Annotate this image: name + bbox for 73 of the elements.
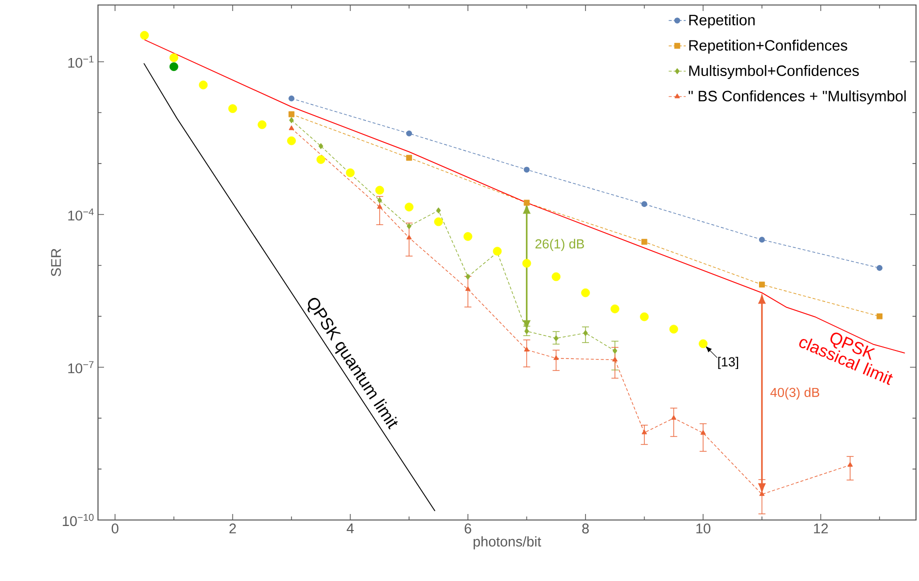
point — [377, 204, 382, 209]
legend-label: " BS Confidences + "Multisymbol — [688, 90, 906, 104]
point — [140, 30, 149, 40]
point — [288, 96, 294, 102]
point — [641, 201, 648, 208]
point — [554, 355, 559, 360]
y-tick-label: 10$^{−1}$ — [68, 56, 94, 68]
x-tick-label: 4 — [346, 524, 354, 534]
point — [346, 168, 355, 178]
point — [522, 258, 532, 268]
point — [318, 143, 324, 150]
x-axis-title: photons/bit — [474, 536, 542, 550]
x-tick-label: 8 — [582, 524, 589, 534]
point — [524, 346, 530, 352]
point — [876, 313, 882, 320]
point — [671, 415, 676, 420]
point — [612, 356, 618, 362]
x-tick-label: 6 — [464, 524, 472, 534]
point — [288, 125, 294, 130]
point — [612, 348, 618, 354]
annotation: [13] — [718, 356, 738, 370]
point — [406, 223, 412, 230]
point — [169, 53, 178, 62]
point — [554, 335, 558, 342]
point — [377, 197, 382, 204]
legend-label: Repetition — [689, 14, 755, 28]
y-tick-label: 10$^{−7}$ — [68, 361, 94, 374]
y-tick-label: 10$^{−10}$ — [62, 514, 94, 526]
point — [641, 238, 648, 245]
point — [758, 282, 765, 288]
point — [404, 202, 414, 212]
y-tick-label: 10$^{−4}$ — [68, 208, 94, 221]
point — [169, 62, 178, 72]
point — [610, 304, 620, 314]
annotation: 40(3) dB — [770, 387, 820, 400]
point — [669, 324, 678, 334]
point — [759, 491, 765, 496]
point — [642, 430, 647, 434]
y-axis-title: SER — [51, 248, 61, 276]
point — [258, 120, 266, 130]
point — [524, 166, 530, 173]
point — [581, 288, 590, 298]
point — [698, 339, 708, 348]
point — [228, 104, 238, 113]
x-tick-label: 10 — [696, 524, 710, 534]
x-tick-label: 2 — [229, 524, 236, 534]
x-tick-label: 12 — [814, 524, 828, 534]
legend-label: Multisymbol+Confidences — [689, 65, 859, 80]
point — [436, 208, 441, 214]
point — [316, 155, 326, 164]
point — [289, 117, 294, 124]
point — [465, 286, 470, 291]
point — [375, 186, 384, 195]
point — [288, 111, 294, 118]
point — [434, 217, 443, 226]
point — [406, 234, 412, 240]
point — [287, 136, 296, 146]
point — [876, 265, 882, 271]
point — [464, 232, 472, 241]
point — [583, 330, 588, 336]
point — [552, 272, 560, 282]
legend-label: Repetition+Confidences — [689, 40, 848, 54]
point — [700, 430, 706, 435]
point — [758, 236, 765, 243]
annotation: 26(1) dB — [535, 238, 584, 252]
point — [406, 130, 412, 136]
point — [466, 274, 470, 280]
point — [406, 154, 412, 161]
point — [198, 80, 208, 90]
point — [492, 246, 502, 256]
point — [640, 312, 649, 322]
point — [848, 462, 853, 467]
x-tick-label: 0 — [112, 524, 118, 534]
